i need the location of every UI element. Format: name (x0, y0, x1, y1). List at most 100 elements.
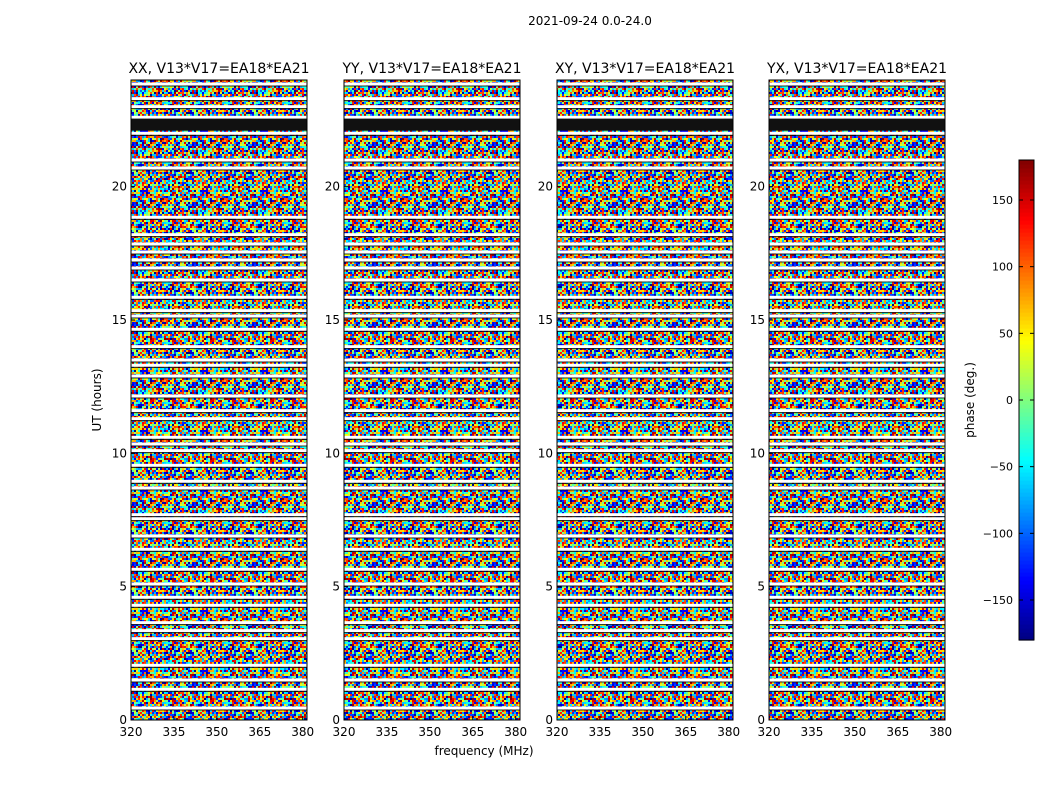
flag-gap (344, 278, 520, 282)
flag-gap (344, 215, 520, 219)
colorbar-step (1019, 572, 1034, 577)
colorbar-step (1019, 300, 1034, 305)
colorbar-step (1019, 228, 1034, 233)
flag-gap (769, 97, 945, 101)
colorbar-step (1019, 432, 1034, 437)
flag-gap (557, 266, 733, 270)
x-tick-label: 350 (205, 725, 228, 739)
flag-gap (131, 363, 307, 367)
colorbar-step (1019, 348, 1034, 353)
flag-gap (344, 82, 520, 86)
colorbar-step (1019, 392, 1034, 397)
flag-gap (557, 115, 733, 119)
flag-gap (131, 663, 307, 667)
colorbar-step (1019, 588, 1034, 593)
colorbar-step (1019, 340, 1034, 345)
colorbar-step (1019, 524, 1034, 529)
y-tick-label: 0 (119, 713, 127, 727)
x-tick-label: 380 (504, 725, 527, 739)
colorbar-step (1019, 200, 1034, 205)
flag-gap (769, 637, 945, 641)
colorbar-step (1019, 172, 1034, 177)
flag-gap (769, 663, 945, 667)
flag-gap (131, 547, 307, 551)
colorbar-step (1019, 540, 1034, 545)
colorbar-step (1019, 636, 1034, 641)
flag-gap (557, 595, 733, 599)
flag-gap (131, 629, 307, 633)
colorbar-step (1019, 248, 1034, 253)
colorbar-step (1019, 256, 1034, 261)
x-axis-label: frequency (MHz) (434, 744, 533, 758)
colorbar-tick-label: −150 (983, 594, 1013, 607)
flag-gap (769, 595, 945, 599)
colorbar-step (1019, 596, 1034, 601)
flag-gap (557, 363, 733, 367)
flag-gap (344, 547, 520, 551)
panel-title: XX, V13*V17=EA18*EA21 (128, 61, 309, 77)
flag-gap (769, 215, 945, 219)
flag-gap (344, 363, 520, 367)
flag-gap (131, 582, 307, 586)
panel-yy: YY, V13*V17=EA18*EA21 320 335 350 365 380 0 5 10… (325, 61, 527, 739)
y-tick-label: 10 (112, 446, 127, 460)
flag-gap (769, 158, 945, 162)
flag-gap (131, 158, 307, 162)
flag-gap (344, 358, 520, 362)
colorbar-step (1019, 536, 1034, 541)
flag-gap (131, 374, 307, 378)
colorbar-step (1019, 620, 1034, 625)
flag-gap (557, 706, 733, 710)
colorbar-tick-label: −50 (990, 461, 1013, 474)
flag-gap (344, 345, 520, 349)
flag-gap (131, 417, 307, 421)
colorbar-tick-label: 50 (999, 327, 1013, 340)
flag-gap (131, 687, 307, 691)
panel-title: YY, V13*V17=EA18*EA21 (342, 61, 522, 77)
flag-gap (344, 582, 520, 586)
colorbar-step (1019, 324, 1034, 329)
flag-gap (769, 105, 945, 109)
flag-block (344, 118, 520, 131)
flag-gap (344, 131, 520, 135)
colorbar-step (1019, 188, 1034, 193)
phase-image (557, 80, 733, 720)
flag-gap (344, 295, 520, 299)
flag-gap (769, 363, 945, 367)
flag-gap (344, 409, 520, 413)
axes-frame (556, 79, 734, 721)
colorbar-step (1019, 520, 1034, 525)
flag-gap (131, 595, 307, 599)
flag-gap (344, 115, 520, 119)
colorbar-step (1019, 388, 1034, 393)
flag-gap (557, 435, 733, 439)
flag-gap (769, 567, 945, 571)
flag-gap (769, 374, 945, 378)
flag-gap (557, 105, 733, 109)
flag-gap (769, 435, 945, 439)
flag-gap (344, 486, 520, 490)
y-tick-label: 0 (332, 713, 340, 727)
axes-frame (343, 79, 521, 721)
flag-gap (769, 417, 945, 421)
colorbar-step (1019, 424, 1034, 429)
colorbar-step (1019, 616, 1034, 621)
x-tick-label: 365 (461, 725, 484, 739)
y-tick-label: 20 (112, 180, 127, 194)
colorbar-step (1019, 468, 1034, 473)
colorbar-step (1019, 280, 1034, 285)
colorbar-step (1019, 320, 1034, 325)
colorbar-step (1019, 352, 1034, 357)
y-tick-label: 10 (538, 446, 553, 460)
flag-gap (344, 435, 520, 439)
colorbar-step (1019, 328, 1034, 333)
colorbar-step (1019, 216, 1034, 221)
colorbar-step (1019, 576, 1034, 581)
colorbar-step (1019, 244, 1034, 249)
flag-gap (769, 513, 945, 517)
flag-gap (131, 394, 307, 398)
flag-gap (344, 637, 520, 641)
colorbar-step (1019, 632, 1034, 637)
flag-gap (131, 345, 307, 349)
flag-gap (131, 97, 307, 101)
